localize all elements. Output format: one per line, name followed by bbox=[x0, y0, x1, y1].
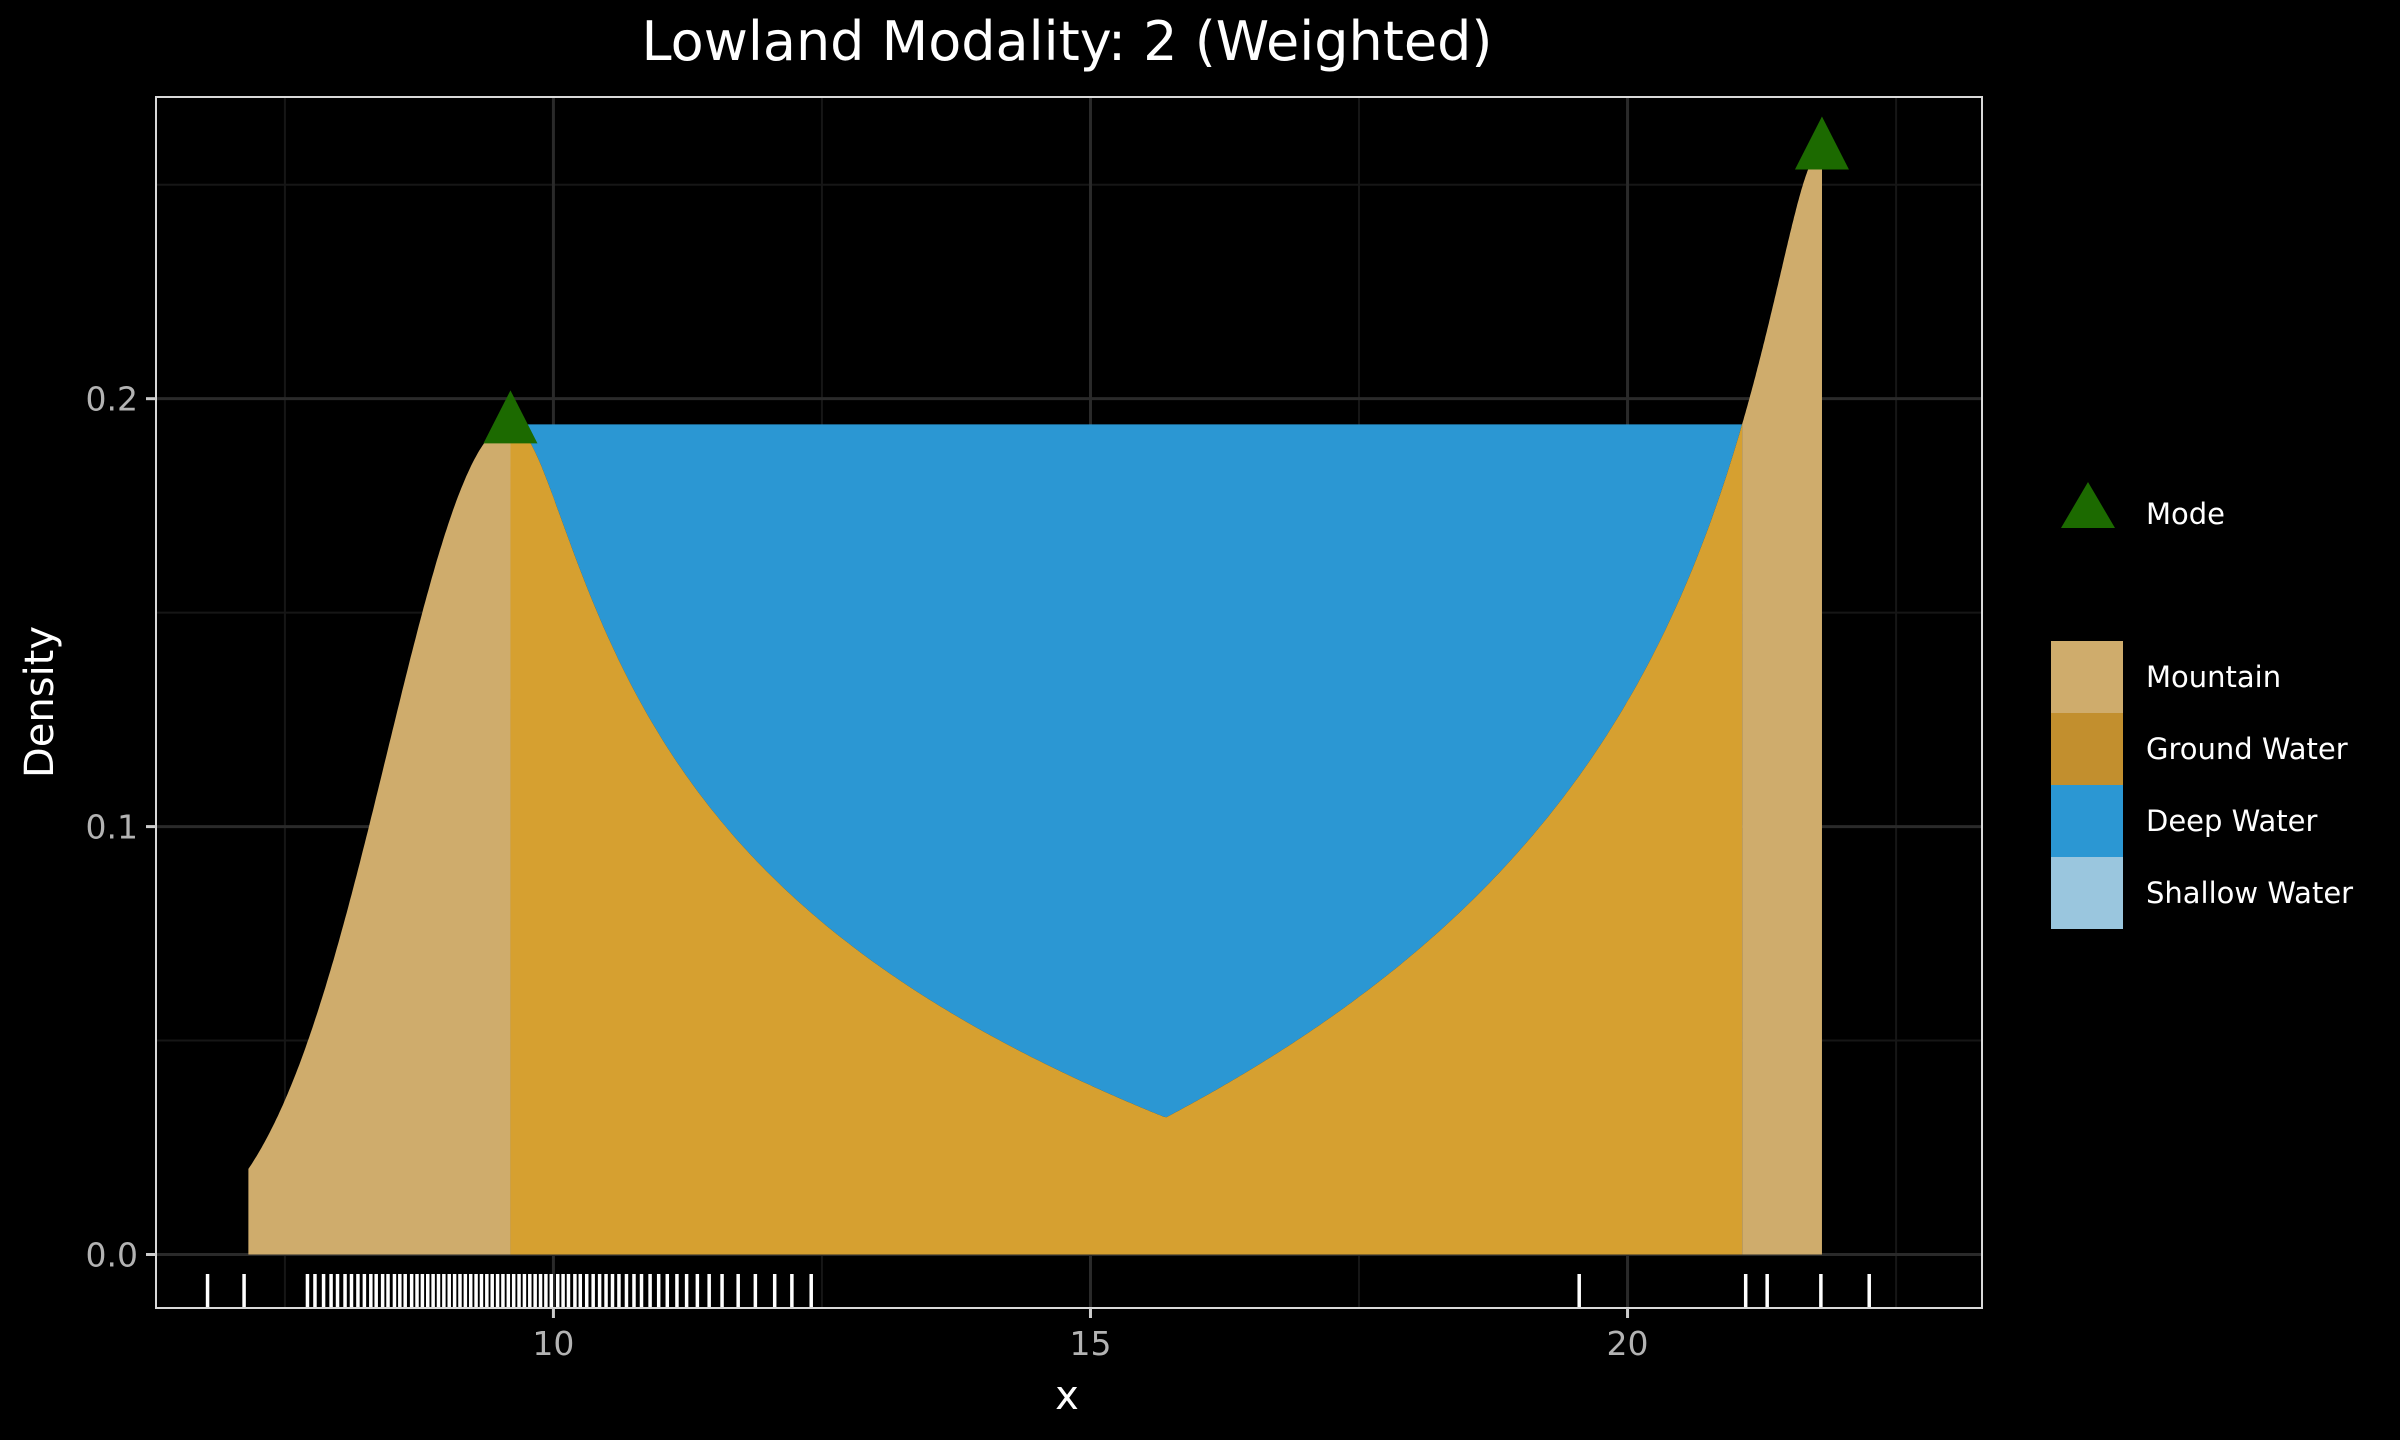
legend-mode-key bbox=[2061, 482, 2115, 528]
mountain-area-right bbox=[1742, 150, 1822, 1255]
x-tick-label: 15 bbox=[1069, 1324, 1111, 1363]
legend-key bbox=[2051, 857, 2123, 929]
y-tick-label: 0.2 bbox=[86, 380, 138, 419]
ground-water-area bbox=[510, 424, 1743, 1255]
density-areas bbox=[248, 150, 1822, 1255]
legend-label: Shallow Water bbox=[2146, 876, 2353, 910]
axes: 10 15 20 0.0 0.1 0.2 bbox=[86, 380, 1649, 1363]
chart-title: Lowland Modality: 2 (Weighted) bbox=[642, 10, 1493, 73]
x-axis-title: x bbox=[1055, 1373, 1079, 1419]
mode-markers bbox=[483, 116, 1849, 444]
mode-marker bbox=[483, 390, 538, 444]
legend-key bbox=[2051, 713, 2123, 785]
legend-key bbox=[2051, 785, 2123, 857]
legend-label: Mountain bbox=[2146, 660, 2281, 694]
legend-key bbox=[2051, 641, 2123, 713]
panel-border bbox=[155, 96, 1983, 1309]
rug-marks bbox=[205, 1274, 1871, 1308]
y-tick-label: 0.0 bbox=[86, 1236, 138, 1275]
legend-mode-label: Mode bbox=[2146, 497, 2225, 531]
deep-water-area bbox=[510, 424, 1743, 1118]
mountain-area-left bbox=[248, 424, 511, 1255]
legend: Mode Mountain Ground Water Deep Water Shallo… bbox=[2051, 482, 2353, 929]
x-tick-label: 20 bbox=[1607, 1324, 1649, 1363]
y-axis-title: Density bbox=[17, 626, 63, 778]
y-tick-label: 0.1 bbox=[86, 808, 138, 847]
legend-label: Ground Water bbox=[2146, 732, 2348, 766]
x-tick-label: 10 bbox=[532, 1324, 574, 1363]
mode-marker bbox=[1794, 116, 1849, 170]
legend-label: Deep Water bbox=[2146, 804, 2317, 838]
